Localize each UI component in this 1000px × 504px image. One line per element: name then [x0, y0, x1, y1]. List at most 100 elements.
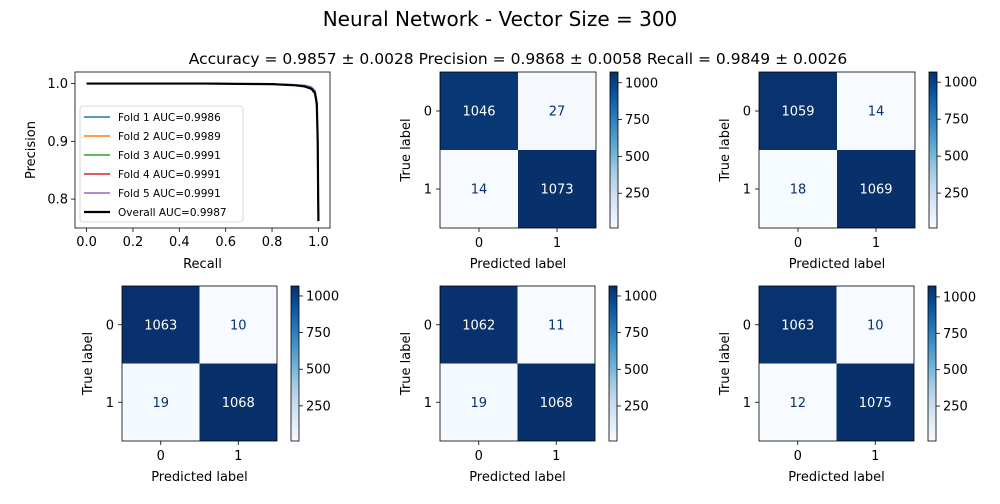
cm-colorbar-tick-label: 750 — [624, 326, 649, 341]
cm-cell-value: 19 — [152, 396, 169, 411]
pr-y-tick-label: 0.9 — [47, 135, 68, 150]
cm-cell-value: 14 — [868, 105, 885, 120]
cm-cell-value: 27 — [549, 105, 566, 120]
cm-cell-value: 1063 — [781, 318, 814, 333]
cm-cell-value: 1073 — [540, 183, 573, 198]
cm-cell — [517, 363, 595, 441]
confusion-matrix-2: 1059 14 18 1069 0 0 1 1 Predicted label True labe… — [718, 71, 977, 272]
cm-cell — [759, 286, 837, 364]
pr-legend-label: Fold 5 AUC=0.9991 — [118, 188, 221, 200]
cm-cell-value: 1062 — [462, 318, 495, 333]
cm-cell — [518, 72, 596, 150]
cm-cell — [199, 286, 277, 364]
pr-x-tick-label: 0.8 — [262, 235, 283, 250]
confusion-matrix-5: 1063 10 12 1075 0 0 1 1 Predicted label True labe… — [718, 285, 976, 485]
cm-colorbar-tick-label: 250 — [625, 187, 650, 202]
cm-x-tick-label: 1 — [552, 449, 560, 464]
cm-y-axis-label: True label — [81, 332, 96, 396]
cm-cell — [440, 286, 518, 364]
pr-y-tick-label: 0.8 — [47, 193, 68, 208]
cm-cell-value: 1059 — [781, 105, 814, 120]
cm-cell — [440, 150, 518, 228]
cm-cell — [836, 286, 914, 364]
cm-cell-value: 10 — [230, 318, 247, 333]
cm-y-tick-label: 1 — [743, 183, 751, 198]
pr-legend — [79, 105, 244, 223]
cm-y-tick-label: 0 — [743, 318, 751, 333]
cm-cell — [440, 363, 518, 441]
cm-colorbar-tick-label: 250 — [943, 400, 968, 415]
pr-x-tick-label: 0.4 — [169, 235, 190, 250]
cm-x-axis-label: Predicted label — [151, 470, 248, 485]
cm-x-axis-label: Predicted label — [789, 257, 886, 272]
cm-y-tick-label: 0 — [424, 105, 432, 120]
cm-y-axis-label: True label — [718, 332, 733, 396]
cm-cell — [759, 363, 837, 441]
cm-colorbar-tick-label: 500 — [625, 150, 650, 165]
cm-x-tick-label: 0 — [794, 236, 802, 251]
cm-cell — [837, 72, 915, 150]
cm-cell-value: 19 — [470, 396, 487, 411]
cm-x-tick-label: 0 — [157, 449, 165, 464]
figure-title: Neural Network - Vector Size = 300 — [323, 7, 678, 31]
cm-cell — [122, 363, 200, 441]
cm-colorbar-tick-label: 1000 — [624, 289, 657, 304]
cm-cell-value: 1063 — [144, 318, 177, 333]
cm-colorbar — [927, 285, 937, 442]
cm-colorbar-tick-label: 500 — [624, 363, 649, 378]
cm-colorbar-tick-label: 1000 — [625, 76, 658, 91]
cm-colorbar-tick-label: 250 — [944, 187, 969, 202]
cm-colorbar-tick-label: 250 — [624, 399, 649, 414]
cm-y-tick-label: 1 — [424, 396, 432, 411]
cm-frame — [758, 285, 915, 442]
cm-cell-value: 10 — [867, 318, 884, 333]
cm-colorbar-tick-label: 1000 — [944, 76, 977, 91]
cm-colorbar-tick-label: 500 — [943, 363, 968, 378]
pr-curve-6 — [86, 82, 320, 222]
cm-cell-value: 1046 — [462, 105, 495, 120]
cm-colorbar — [290, 285, 300, 442]
cm-x-axis-label: Predicted label — [469, 470, 566, 485]
cm-cell — [122, 286, 200, 364]
cm-cell — [199, 363, 277, 441]
cm-frame — [121, 285, 278, 442]
pr-x-tick-label: 1.0 — [308, 235, 329, 250]
pr-legend-label: Fold 1 AUC=0.9986 — [118, 112, 221, 124]
pr-y-axis-label: Precision — [24, 121, 39, 179]
cm-cell — [837, 150, 915, 228]
cm-x-tick-label: 0 — [475, 236, 483, 251]
cm-x-axis-label: Predicted label — [470, 257, 567, 272]
cm-colorbar-tick-label: 500 — [306, 363, 331, 378]
pr-y-tick-label: 1.0 — [47, 77, 68, 92]
cm-cell-value: 11 — [548, 318, 565, 333]
cm-colorbar-tick-label: 750 — [625, 113, 650, 128]
cm-y-axis-label: True label — [399, 118, 414, 182]
cm-x-axis-label: Predicted label — [788, 470, 885, 485]
confusion-matrix-3: 1063 10 19 1068 0 0 1 1 Predicted label True labe… — [81, 285, 339, 485]
cm-cell-value: 1068 — [222, 396, 255, 411]
cm-x-tick-label: 1 — [871, 449, 879, 464]
cm-colorbar-tick-label: 1000 — [306, 289, 339, 304]
pr-x-axis-label: Recall — [183, 257, 222, 272]
pr-x-tick-label: 0.2 — [123, 235, 144, 250]
cm-x-tick-label: 1 — [553, 236, 561, 251]
cm-y-axis-label: True label — [399, 332, 414, 396]
pr-axes-frame — [74, 71, 331, 229]
cm-colorbar — [928, 71, 938, 229]
cm-colorbar — [608, 285, 618, 442]
cm-colorbar-tick-label: 250 — [306, 399, 331, 414]
metrics-title: Accuracy = 0.9857 ± 0.0028 Precision = 0… — [189, 50, 847, 68]
pr-legend-label: Fold 4 AUC=0.9991 — [118, 169, 221, 181]
pr-x-tick-label: 0.0 — [76, 235, 97, 250]
cm-colorbar-tick-label: 750 — [944, 113, 969, 128]
cm-cell — [518, 150, 596, 228]
cm-cell-value: 12 — [789, 396, 806, 411]
cm-colorbar-tick-label: 750 — [943, 327, 968, 342]
cm-y-axis-label: True label — [718, 118, 733, 182]
precision-recall-chart: 0.0 0.2 0.4 0.6 0.8 1.0 0.8 0.9 1.0 Recall Precisi… — [24, 71, 331, 272]
cm-colorbar-tick-label: 1000 — [943, 290, 976, 305]
pr-legend-label: Fold 2 AUC=0.9989 — [118, 131, 221, 143]
